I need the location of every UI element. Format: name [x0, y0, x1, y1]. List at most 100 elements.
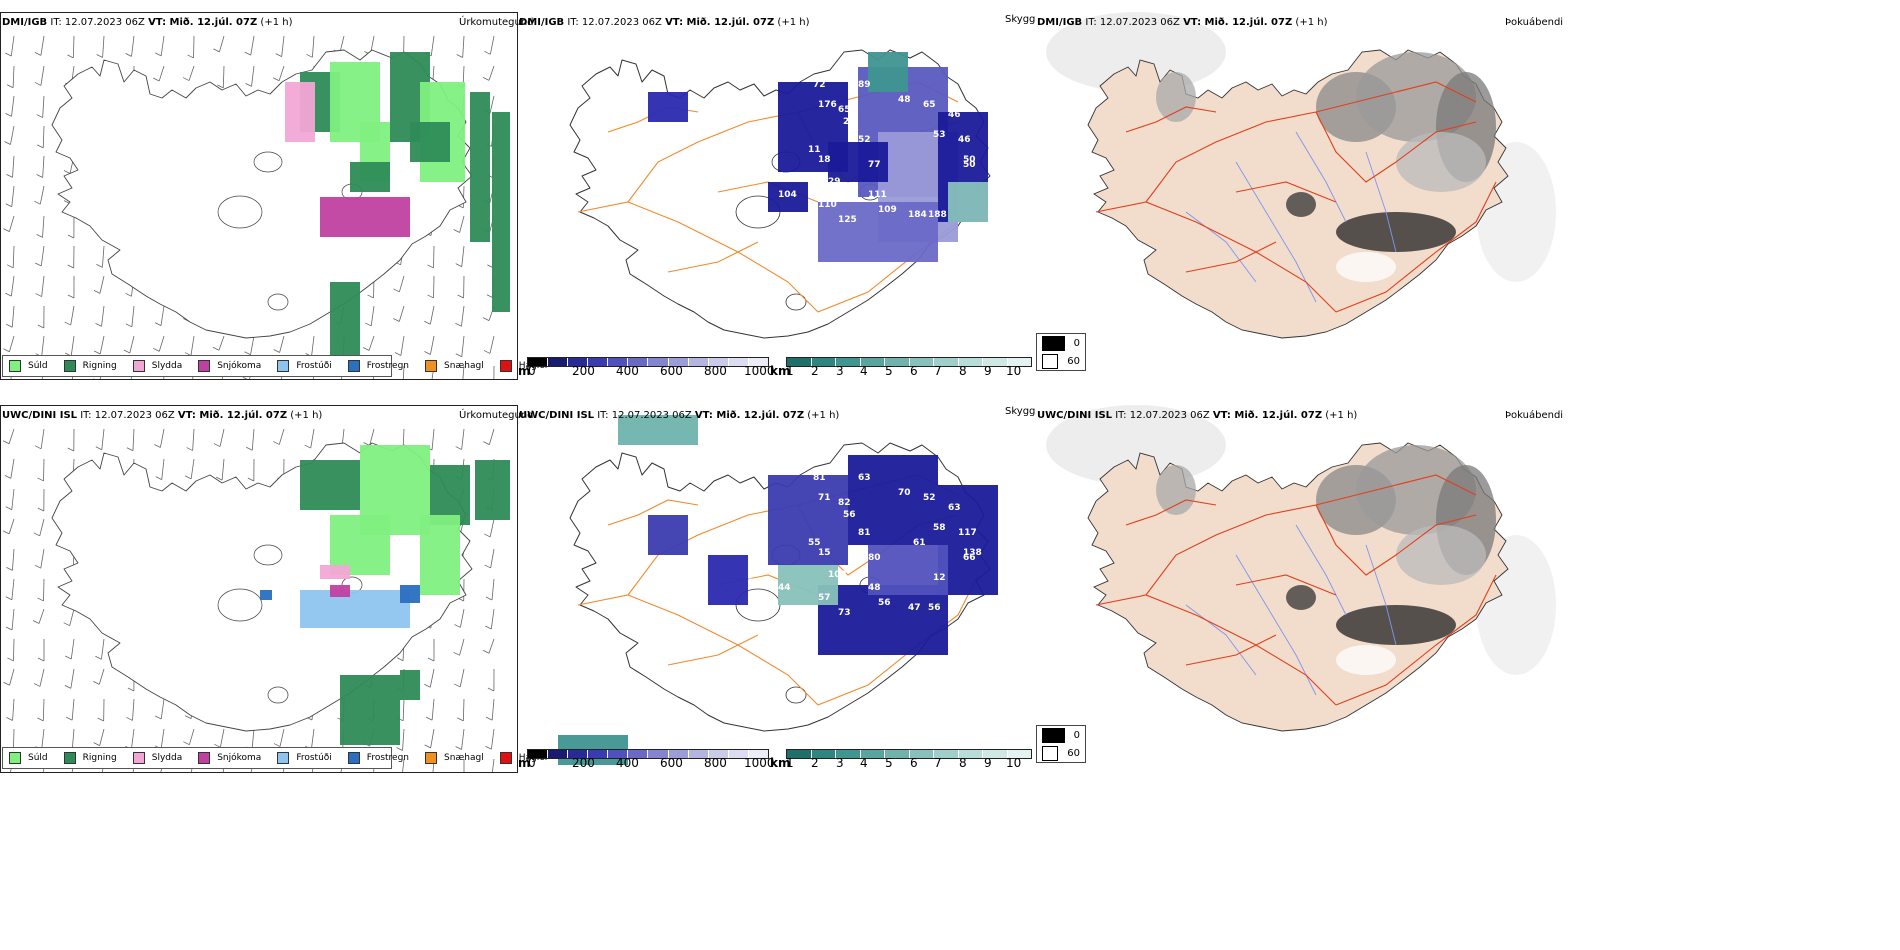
fog-map-dmi [1036, 12, 1556, 380]
cloud-base-label: 47 [908, 603, 921, 613]
legend-swatch [425, 360, 438, 372]
colorbar-segment [668, 358, 689, 366]
cloud-base-label: 110 [818, 200, 837, 210]
legend-swatch [499, 752, 512, 764]
panel-title-visibility: Skyggni [1005, 406, 1045, 417]
precip-type-legend: Súld Rigning Slydda Snjókoma Frostúði Frostre… [2, 747, 547, 769]
fog-legend-swatch-0 [1042, 727, 1065, 743]
cloud-base-unit: m [518, 756, 531, 770]
colorbar-segment [787, 750, 812, 758]
cloud-base-label: 21 [843, 117, 856, 127]
cloud-base-label: 46 [668, 628, 681, 638]
legend-swatch [63, 752, 76, 764]
cloud-base-label: 57 [818, 593, 831, 603]
colorbar-segment [958, 358, 983, 366]
precip-type-legend: Súld Rigning Slydda Snjókoma Frostúði Frostre… [2, 355, 547, 377]
legend-swatch [425, 752, 438, 764]
colorbar-segment [860, 358, 885, 366]
fog-areas [1156, 445, 1496, 675]
visibility-unit: km [770, 756, 791, 770]
cloud-base-label: 61 [913, 538, 926, 548]
fog-map-uwc [1036, 405, 1556, 773]
legend-item: Frostregn [347, 360, 410, 372]
colorbar-segment [728, 358, 749, 366]
cloud-base-label: 70 [898, 488, 911, 498]
colorbar-segment [983, 358, 1008, 366]
colorbar-segment [748, 750, 768, 758]
visibility-ticks: km 1 2 3 4 5 6 7 8 9 10 [770, 364, 1022, 378]
colorbar-segment [588, 358, 609, 366]
cloud-base-label: 29 [828, 177, 841, 187]
fog-panel-uwc [1036, 405, 1556, 773]
legend-swatch [347, 360, 360, 372]
panel-title-fog: Þokuábendi [1505, 17, 1564, 28]
panel-title-precip-type: Úrkomutegund [459, 17, 534, 28]
legend-label: Frostregn [366, 361, 410, 371]
legend-swatch [277, 752, 290, 764]
cloud-base-label: 12 [933, 573, 946, 583]
cloud-base-label: 125 [838, 215, 857, 225]
colorbar-segment [983, 750, 1008, 758]
cloud-base-label: 53 [933, 130, 946, 140]
cloud-base-label: 108 [828, 570, 847, 580]
run-header-dmi-fog: DMI/IGB IT: 12.07.2023 06Z VT: Mið. 12.j… [1037, 17, 1328, 28]
colorbar-segment [568, 750, 589, 758]
cloud-base-label: 15 [818, 548, 831, 558]
legend-item: Snjókoma [198, 360, 261, 372]
legend-item: Rigning [63, 752, 117, 764]
cloud-base-label: 81 [858, 528, 871, 538]
precip-type-map-dmi [3, 35, 510, 380]
cloud-base-label: 176 [818, 100, 837, 110]
cloud-base-label: 138 [963, 548, 982, 558]
cloud-base-label: 71 [818, 493, 831, 503]
cloud-base-label: 58 [933, 523, 946, 533]
visibility-unit: km [770, 364, 791, 378]
cloud-base-label: 63 [858, 473, 871, 483]
cloud-base-label: 184 [908, 210, 927, 220]
legend-label: Slydda [151, 361, 183, 371]
legend-swatch [198, 752, 211, 764]
colorbar-segment [836, 750, 861, 758]
cloud-base-label: 77 [868, 160, 881, 170]
cloud-base-label: 55 [808, 538, 821, 548]
colorbar-segment [688, 358, 709, 366]
cloud-base-colorbar [527, 357, 769, 367]
legend-item: Snæhagl [425, 752, 484, 764]
legend-label: Snjókoma [217, 361, 262, 371]
cloud-base-label: 81 [813, 473, 826, 483]
colorbar-segment [811, 358, 836, 366]
cloud-base-label: 50 [963, 160, 976, 170]
legend-label: Snjókoma [217, 753, 262, 763]
run-header-dmi-visibility: DMI/IGB IT: 12.07.2023 06Z VT: Mið. 12.j… [519, 17, 810, 28]
legend-item: Frostúði [277, 360, 332, 372]
cloud-base-label: 56 [843, 510, 856, 520]
colorbar-segment [860, 750, 885, 758]
run-header-uwc-precip: UWC/DINI ISL IT: 12.07.2023 06Z VT: Mið.… [2, 410, 323, 421]
legend-item: Slydda [132, 752, 182, 764]
legend-item: Súld [9, 752, 48, 764]
colorbar-segment [748, 358, 768, 366]
legend-label: Frostúði [296, 753, 332, 763]
legend-swatch [499, 360, 512, 372]
run-header-uwc-fog: UWC/DINI ISL IT: 12.07.2023 06Z VT: Mið.… [1037, 410, 1358, 421]
legend-label: Frostúði [296, 361, 332, 371]
legend-label: Súld [28, 753, 48, 763]
visibility-colorbar [786, 749, 1032, 759]
cloud-base-unit: m [518, 364, 531, 378]
legend-item: Snjókoma [198, 752, 261, 764]
colorbar-segment [934, 358, 959, 366]
cloud-base-label: 46 [948, 110, 961, 120]
legend-swatch [132, 752, 145, 764]
colorbar-segment [728, 750, 749, 758]
colorbar-segment [608, 750, 629, 758]
colorbar-segment [628, 750, 649, 758]
legend-label: Frostregn [366, 753, 410, 763]
precip-type-panel-uwc [0, 405, 518, 773]
cloud-base-colorbar [527, 749, 769, 759]
cloud-base-label: 11 [808, 145, 821, 155]
colorbar-segment [628, 358, 649, 366]
roads [1095, 81, 1497, 313]
cloud-base-label: 72 [813, 80, 826, 90]
cloud-base-label: 109 [878, 205, 897, 215]
colorbar-segment [1007, 750, 1031, 758]
